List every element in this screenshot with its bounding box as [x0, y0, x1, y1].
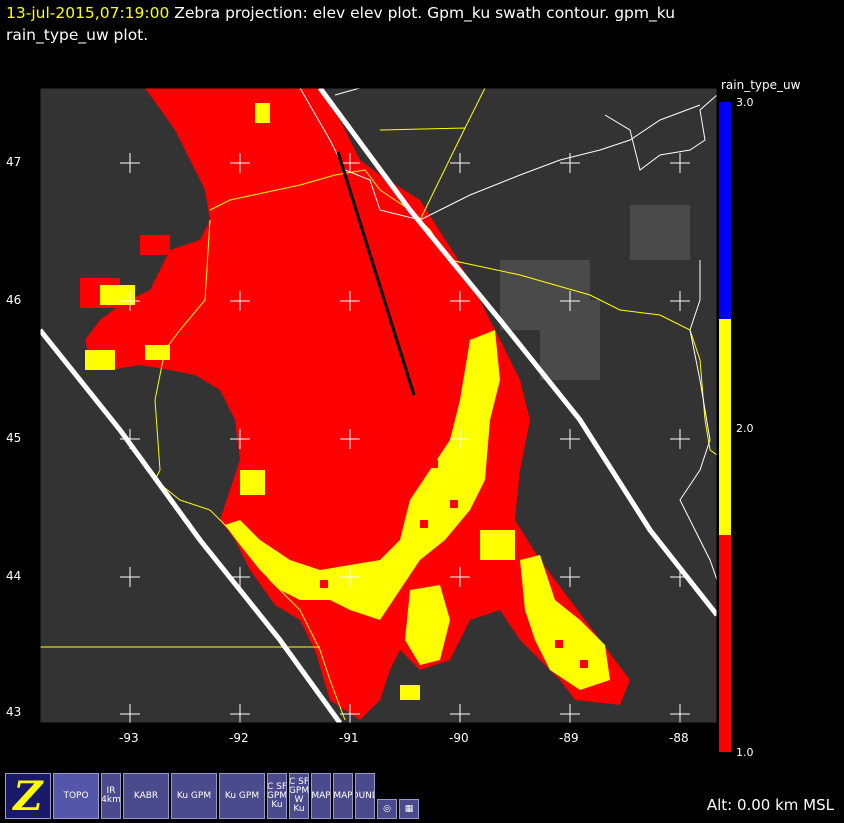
ir-cloud-region [500, 205, 690, 380]
cross-section-line[interactable] [336, 151, 416, 396]
ku-gpm-label: Ku GPM [176, 790, 212, 801]
timestamp: 13-jul-2015,07:19:00 [6, 4, 170, 22]
c-sf-gpm-ku-button[interactable]: C SF GPM Ku [267, 773, 287, 819]
ir-label: IR 4km [101, 786, 121, 805]
lat-label: 44 [6, 569, 21, 583]
bounds-button[interactable]: BOUNDS [355, 773, 375, 819]
c-sf-w-label: C SF GPM W Ku [289, 777, 309, 814]
topo-label: TOPO [63, 790, 89, 801]
ir-button[interactable]: IR 4km [101, 773, 121, 819]
rain-convective-region [85, 103, 610, 700]
lat-label: 46 [6, 293, 21, 307]
c-sf-label: C SF GPM Ku [267, 781, 287, 810]
map-2-button[interactable]: MAP [333, 773, 353, 819]
lon-label: -88 [669, 731, 689, 745]
plot-title: 13-jul-2015,07:19:00 Zebra projection: e… [6, 2, 741, 46]
lat-label: 47 [6, 155, 21, 169]
zebra-icon[interactable]: Z [5, 773, 51, 819]
colorbar-segment-yellow [719, 319, 731, 535]
ku-gpm-button[interactable]: Ku GPM [171, 773, 217, 819]
icon-toolbar: Z TOPO IR 4km KABR Ku GPM Ku GPM C SF GP… [5, 773, 419, 819]
state-boundaries [40, 88, 717, 721]
colorbar-segment-red [719, 535, 731, 752]
lat-label: 45 [6, 431, 21, 445]
colorbar-label: 3.0 [736, 96, 754, 109]
kabr-label: KABR [133, 790, 159, 801]
lat-label: 43 [6, 705, 21, 719]
bounds-label: BOUNDS [356, 790, 374, 801]
kabr-button[interactable]: KABR [123, 773, 169, 819]
gpm-swath-edges [40, 88, 717, 723]
zebra-label: Z [13, 773, 43, 819]
title-text: Zebra projection: elev elev plot. Gpm_ku… [6, 4, 676, 44]
lon-label: -91 [339, 731, 359, 745]
ku-gpm-2-button[interactable]: Ku GPM [219, 773, 265, 819]
rain-speckle [320, 460, 588, 668]
coastlines [299, 88, 717, 581]
lon-label: -90 [449, 731, 469, 745]
grid-icon[interactable]: ▦ [399, 799, 419, 819]
map-frame [39, 87, 718, 724]
map-label: MAP [311, 790, 331, 801]
graticule-crosses [120, 153, 690, 723]
lon-label: -89 [559, 731, 579, 745]
ku-gpm-2-label: Ku GPM [224, 790, 260, 801]
rain-stratiform-region [80, 88, 630, 720]
colorbar-label: 2.0 [736, 422, 754, 435]
topo-button[interactable]: TOPO [53, 773, 99, 819]
colorbar [719, 102, 731, 752]
altitude-status: Alt: 0.00 km MSL [706, 796, 834, 814]
colorbar-segment-blue [719, 102, 731, 319]
map-button[interactable]: MAP [311, 773, 331, 819]
lon-label: -93 [119, 731, 139, 745]
target-icon[interactable]: ◎ [377, 799, 397, 819]
c-sf-gpm-wku-button[interactable]: C SF GPM W Ku [289, 773, 309, 819]
colorbar-label: 1.0 [736, 746, 754, 759]
lon-label: -92 [229, 731, 249, 745]
map-2-label: MAP [333, 790, 353, 801]
colorbar-title: rain_type_uw [721, 78, 801, 92]
